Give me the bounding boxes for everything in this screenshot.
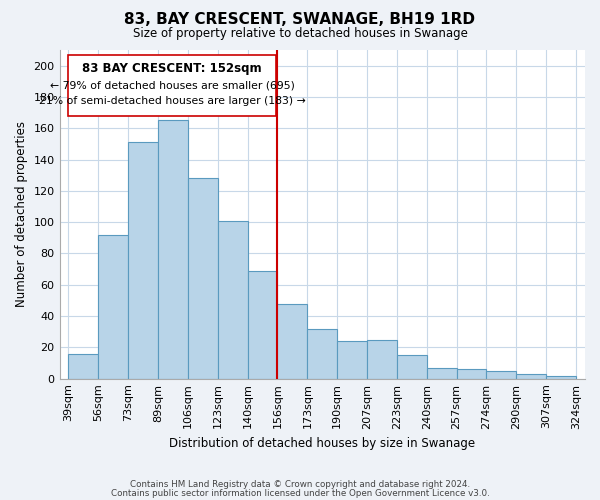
Bar xyxy=(517,374,546,378)
Text: Contains public sector information licensed under the Open Government Licence v3: Contains public sector information licen… xyxy=(110,488,490,498)
Text: 21% of semi-detached houses are larger (183) →: 21% of semi-detached houses are larger (… xyxy=(39,96,305,106)
Text: Size of property relative to detached houses in Swanage: Size of property relative to detached ho… xyxy=(133,28,467,40)
Bar xyxy=(248,270,277,378)
Bar xyxy=(98,234,128,378)
Bar xyxy=(367,340,397,378)
X-axis label: Distribution of detached houses by size in Swanage: Distribution of detached houses by size … xyxy=(169,437,475,450)
Bar xyxy=(546,376,576,378)
Bar xyxy=(158,120,188,378)
Bar xyxy=(277,304,307,378)
Bar xyxy=(307,328,337,378)
Y-axis label: Number of detached properties: Number of detached properties xyxy=(15,122,28,308)
Bar xyxy=(427,368,457,378)
Text: Contains HM Land Registry data © Crown copyright and database right 2024.: Contains HM Land Registry data © Crown c… xyxy=(130,480,470,489)
Bar xyxy=(188,178,218,378)
Bar xyxy=(487,371,517,378)
Bar xyxy=(397,355,427,378)
Text: 83 BAY CRESCENT: 152sqm: 83 BAY CRESCENT: 152sqm xyxy=(82,62,262,75)
Bar xyxy=(128,142,158,378)
Text: 83, BAY CRESCENT, SWANAGE, BH19 1RD: 83, BAY CRESCENT, SWANAGE, BH19 1RD xyxy=(125,12,476,28)
Text: ← 79% of detached houses are smaller (695): ← 79% of detached houses are smaller (69… xyxy=(50,80,295,90)
Bar xyxy=(68,354,98,378)
Bar xyxy=(337,341,367,378)
Bar xyxy=(457,370,487,378)
Bar xyxy=(218,220,248,378)
Bar xyxy=(68,54,276,116)
